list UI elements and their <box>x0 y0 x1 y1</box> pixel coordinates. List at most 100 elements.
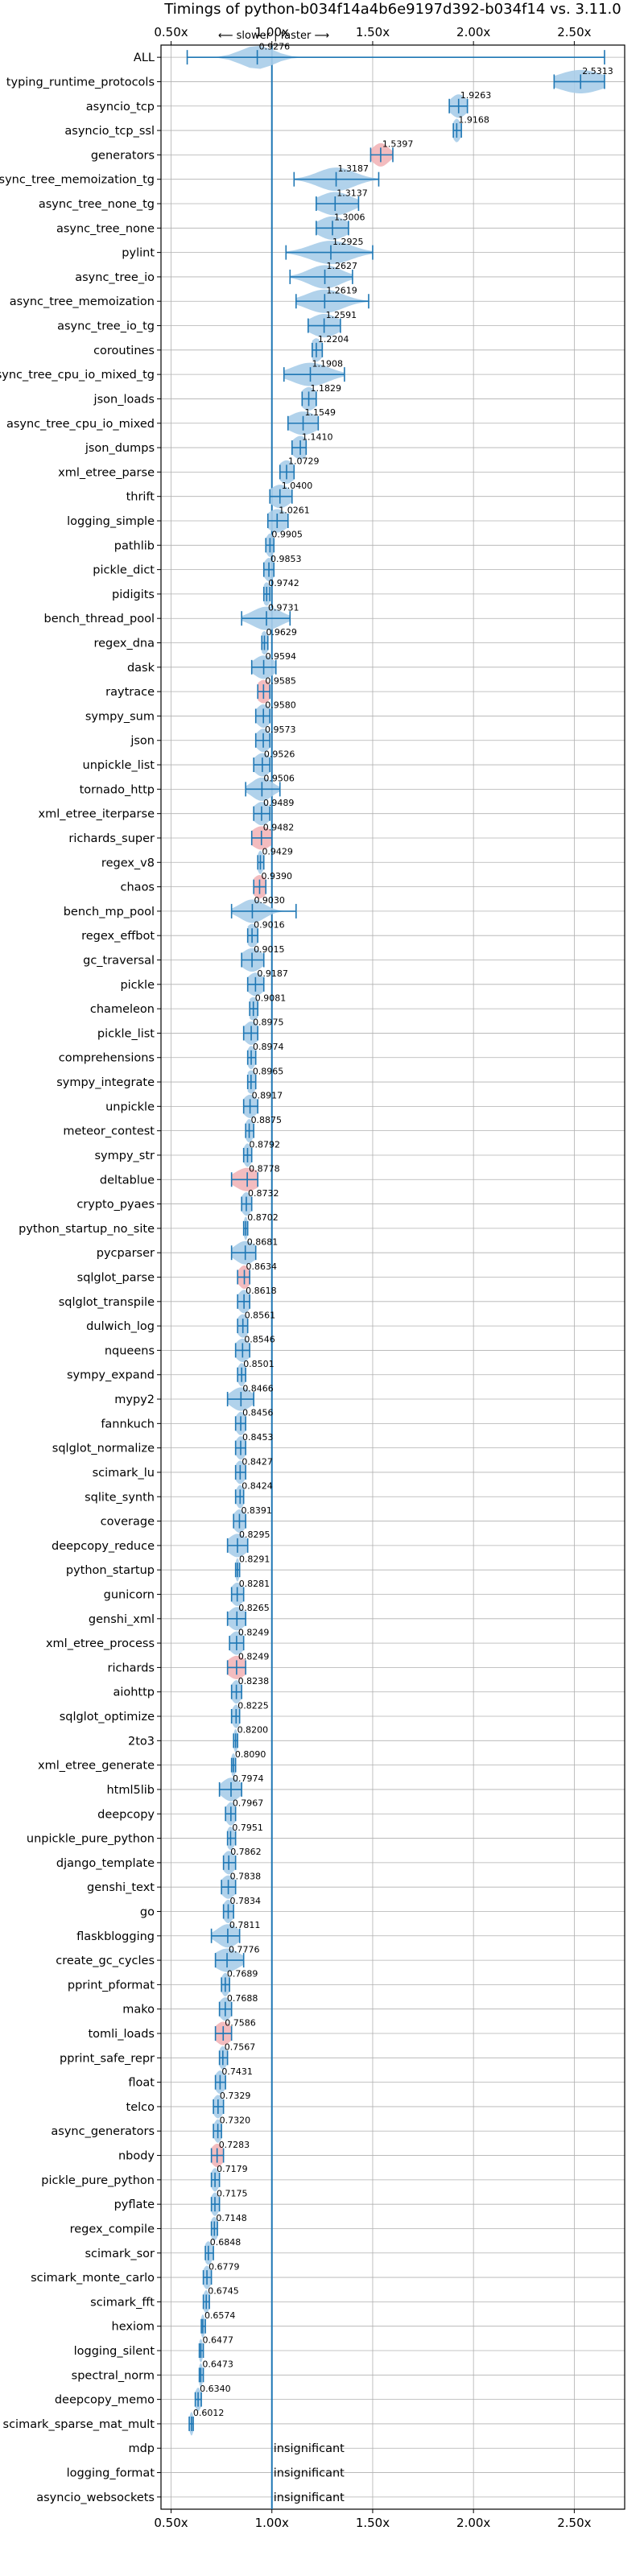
value-label: 0.8546 <box>244 1335 275 1345</box>
value-label: 0.8561 <box>245 1310 276 1320</box>
value-label: 1.9263 <box>460 90 492 101</box>
value-label: 0.9187 <box>257 968 288 979</box>
benchmark-label: pycparser <box>97 1247 155 1260</box>
value-label: 0.9573 <box>265 724 296 735</box>
insignificant-label: insignificant <box>274 2467 345 2480</box>
benchmark-label: sympy_str <box>95 1150 155 1162</box>
x-tick-label-top: 1.50x <box>356 25 390 39</box>
benchmark-label: scimark_sparse_mat_mult <box>3 2418 155 2431</box>
value-label: 1.3187 <box>338 163 369 174</box>
value-label: 0.9276 <box>259 41 291 52</box>
benchmark-label: async_tree_io_tg <box>57 320 155 333</box>
benchmark-label: dulwich_log <box>86 1320 155 1333</box>
value-label: 0.6779 <box>208 2261 240 2272</box>
axis-layer <box>157 41 625 2513</box>
insignificant-label: insignificant <box>274 2491 345 2504</box>
benchmark-label: html5lib <box>106 1784 155 1797</box>
benchmark-label: coroutines <box>93 345 155 357</box>
value-label: 0.9585 <box>265 675 296 686</box>
benchmark-label: async_tree_none_tg <box>39 198 155 211</box>
value-label: 1.1410 <box>302 431 333 442</box>
benchmark-label: gc_traversal <box>83 955 155 968</box>
value-label: 0.7320 <box>220 2116 251 2126</box>
benchmark-label: pickle_pure_python <box>41 2174 155 2187</box>
value-label: 1.2204 <box>318 334 349 345</box>
benchmark-label: typing_runtime_protocols <box>6 76 155 89</box>
benchmark-label: unpickle_pure_python <box>27 1833 155 1846</box>
benchmark-label: flaskblogging <box>76 1930 155 1943</box>
value-label: 0.8238 <box>238 1676 270 1686</box>
value-label: 0.8424 <box>242 1481 273 1492</box>
x-tick-label-bottom: 2.00x <box>456 2516 490 2530</box>
value-label: 0.6745 <box>208 2286 239 2297</box>
benchmark-label: pickle <box>120 979 155 992</box>
value-label: 0.7567 <box>225 2042 256 2053</box>
benchmark-label: json <box>130 735 155 748</box>
value-label: 0.7776 <box>229 1944 260 1955</box>
benchmark-label: 2to3 <box>128 1735 155 1748</box>
benchmark-label: pprint_pformat <box>68 1979 155 1992</box>
value-label: 0.9905 <box>271 530 303 540</box>
value-label: 0.7834 <box>229 1896 261 1906</box>
benchmark-label: scimark_fft <box>90 2296 155 2309</box>
benchmark-label: sqlglot_transpile <box>59 1296 155 1309</box>
benchmark-label: pickle_dict <box>93 564 155 577</box>
benchmark-label: async_generators <box>51 2125 155 2138</box>
value-label: 0.9016 <box>254 920 285 931</box>
benchmark-label: json_loads <box>93 393 155 406</box>
value-label: 0.8391 <box>241 1505 272 1516</box>
benchmark-label: async_tree_none <box>56 222 155 235</box>
benchmark-label: sqlite_synth <box>85 1491 155 1504</box>
benchmark-label: sympy_expand <box>67 1369 155 1382</box>
value-label: 0.8265 <box>238 1603 270 1613</box>
benchmark-label: generators <box>91 149 155 162</box>
value-label: 0.9629 <box>266 627 297 638</box>
benchmark-label: asyncio_websockets <box>36 2491 155 2504</box>
benchmark-label: mypy2 <box>114 1393 155 1406</box>
benchmark-label: meteor_contest <box>63 1125 155 1138</box>
benchmark-label: tomli_loads <box>88 2028 155 2041</box>
insignificant-label: insignificant <box>274 2442 345 2455</box>
benchmark-label: async_tree_cpu_io_mixed_tg <box>0 369 155 382</box>
benchmark-label: mdp <box>128 2442 155 2455</box>
value-label: 0.8917 <box>252 1091 283 1101</box>
value-label: 0.8249 <box>238 1627 270 1637</box>
benchmark-label: python_startup <box>66 1564 155 1577</box>
benchmark-label: deepcopy <box>97 1808 155 1821</box>
labels-layer: 0.50x 0.50x 1.00x 1.00x 1.50x 1.50x 2.00x 2.00x… <box>0 25 613 2530</box>
value-label: 0.8453 <box>242 1432 274 1443</box>
value-label: 1.0729 <box>288 456 320 467</box>
benchmark-label: sqlglot_parse <box>77 1272 155 1285</box>
benchmark-label: bench_mp_pool <box>64 906 155 919</box>
benchmark-label: pprint_safe_repr <box>60 2052 155 2065</box>
value-label: 0.6473 <box>202 2359 233 2370</box>
value-label: 1.1829 <box>311 383 342 394</box>
benchmark-label: scimark_monte_carlo <box>31 2272 155 2285</box>
benchmark-label: async_tree_memoization <box>10 295 155 308</box>
value-label: 1.3137 <box>336 188 368 198</box>
benchmark-label: float <box>128 2077 155 2090</box>
value-label: 0.7838 <box>230 1871 262 1881</box>
chart-title: Timings of python-b034f14a4b6e9197d392-b… <box>163 1 621 18</box>
value-label: 0.9482 <box>263 822 295 832</box>
benchmark-label: async_tree_cpu_io_mixed <box>6 418 155 431</box>
value-label: 0.9030 <box>254 895 285 906</box>
value-label: 0.8501 <box>243 1359 275 1369</box>
value-label: 0.6340 <box>200 2384 231 2394</box>
value-label: 0.7811 <box>229 1920 261 1930</box>
value-label: 0.9731 <box>268 603 299 613</box>
benchmark-label: logging_silent <box>74 2345 155 2358</box>
benchmark-label: richards <box>107 1662 155 1674</box>
value-label: 0.8634 <box>246 1261 278 1272</box>
x-tick-label-top: 2.50x <box>557 25 591 39</box>
value-label: 0.8200 <box>237 1725 269 1736</box>
benchmark-label: bench_thread_pool <box>44 613 155 625</box>
benchmark-label: sympy_sum <box>85 710 155 723</box>
benchmark-label: async_tree_io <box>75 271 155 284</box>
value-label: 0.7179 <box>217 2164 248 2174</box>
x-tick-label-top: 0.50x <box>154 25 188 39</box>
value-label: 1.3006 <box>334 213 365 223</box>
value-label: 1.5397 <box>382 139 414 150</box>
value-label: 0.6574 <box>204 2310 236 2321</box>
